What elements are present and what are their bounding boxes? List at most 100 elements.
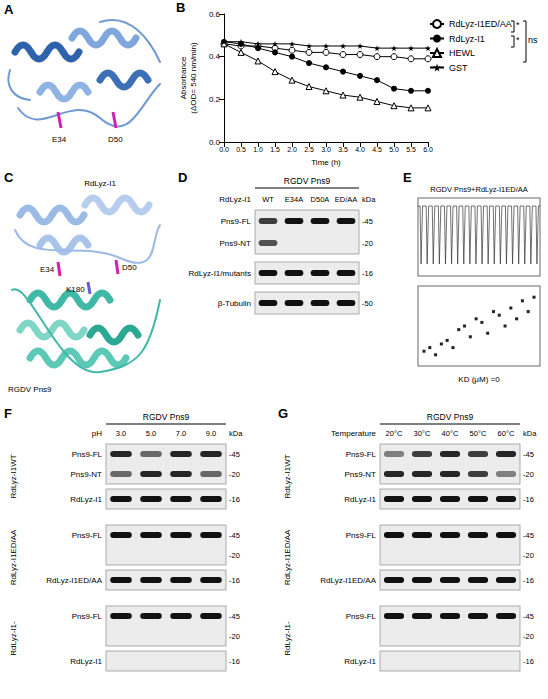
svg-text:-20: -20: [523, 632, 534, 641]
svg-text:RdLyz-I1ED/AA: RdLyz-I1ED/AA: [9, 529, 18, 585]
svg-text:RdLyz-I1/mutants: RdLyz-I1/mutants: [189, 269, 251, 278]
svg-text:β-Tubulin: β-Tubulin: [218, 299, 251, 308]
svg-text:-16: -16: [362, 269, 373, 278]
svg-text:RdLyz-I1: RdLyz-I1: [84, 179, 116, 188]
svg-text:2.0: 2.0: [287, 146, 297, 153]
svg-text:-20: -20: [523, 470, 534, 479]
svg-text:E34: E34: [40, 265, 55, 274]
svg-text:-20: -20: [523, 551, 534, 560]
svg-text:ED/AA: ED/AA: [335, 195, 358, 204]
svg-text:E: E: [403, 170, 412, 185]
svg-text:-16: -16: [229, 657, 240, 666]
svg-text:60°C: 60°C: [498, 429, 515, 438]
svg-text:RdLyz-I1ED/AA: RdLyz-I1ED/AA: [449, 19, 512, 29]
svg-text:D50A: D50A: [311, 195, 330, 204]
svg-text:(ΔOD= 540 nm/min): (ΔOD= 540 nm/min): [189, 42, 198, 114]
svg-text:WT: WT: [262, 195, 274, 204]
svg-text:50°C: 50°C: [470, 429, 487, 438]
svg-text:*: *: [516, 35, 520, 45]
svg-text:RGDV Pns9: RGDV Pns9: [427, 412, 474, 422]
svg-text:5.0: 5.0: [389, 146, 399, 153]
svg-text:RdLyz-I1ED/AA: RdLyz-I1ED/AA: [46, 576, 102, 585]
svg-text:3.5: 3.5: [338, 146, 348, 153]
svg-text:20°C: 20°C: [386, 429, 403, 438]
svg-text:4.5: 4.5: [372, 146, 382, 153]
svg-text:-16: -16: [229, 576, 240, 585]
svg-text:-20: -20: [229, 470, 240, 479]
svg-text:RGDV Pns9: RGDV Pns9: [143, 412, 190, 422]
svg-text:E34: E34: [52, 135, 67, 144]
svg-text:-45: -45: [523, 531, 534, 540]
svg-text:Pns9-NT: Pns9-NT: [70, 470, 102, 479]
svg-text:Pns9-FL: Pns9-FL: [72, 612, 103, 621]
svg-text:30°C: 30°C: [414, 429, 431, 438]
svg-text:B: B: [176, 0, 185, 15]
svg-text:F: F: [4, 406, 12, 421]
svg-text:1.0: 1.0: [253, 146, 263, 153]
svg-text:RdLyz-I1-: RdLyz-I1-: [283, 621, 292, 656]
svg-text:-20: -20: [229, 632, 240, 641]
svg-text:3.0: 3.0: [321, 146, 331, 153]
svg-text:*: *: [516, 20, 520, 30]
svg-text:0.6: 0.6: [209, 10, 221, 19]
svg-text:0.5: 0.5: [236, 146, 246, 153]
svg-text:RdLyz-I1: RdLyz-I1: [344, 495, 376, 504]
svg-text:Pns9-FL: Pns9-FL: [346, 531, 377, 540]
svg-text:GST: GST: [449, 63, 468, 73]
svg-text:G: G: [278, 406, 288, 421]
svg-text:40°C: 40°C: [442, 429, 459, 438]
svg-text:Pns9-FL: Pns9-FL: [72, 450, 103, 459]
svg-text:K180: K180: [66, 285, 85, 294]
svg-text:pH: pH: [92, 429, 102, 438]
svg-text:RdLyz-I1WT: RdLyz-I1WT: [283, 454, 292, 498]
svg-text:0.4: 0.4: [209, 52, 221, 61]
svg-text:-16: -16: [523, 657, 534, 666]
svg-text:RdLyz-I1: RdLyz-I1: [70, 657, 102, 666]
svg-text:RGDV Pns9: RGDV Pns9: [8, 385, 52, 394]
svg-text:kDa: kDa: [523, 429, 537, 438]
svg-text:RdLyz-I1-: RdLyz-I1-: [9, 621, 18, 656]
svg-text:5.0: 5.0: [146, 429, 156, 438]
svg-text:RdLyz-I1: RdLyz-I1: [449, 34, 485, 44]
svg-text:KD (μM) =0: KD (μM) =0: [458, 375, 500, 384]
svg-text:A: A: [4, 2, 14, 17]
svg-text:4.0: 4.0: [355, 146, 365, 153]
svg-text:D50: D50: [122, 263, 137, 272]
svg-text:Pns9-NT: Pns9-NT: [344, 470, 376, 479]
svg-text:Pns9-FL: Pns9-FL: [346, 450, 377, 459]
svg-text:-45: -45: [362, 217, 373, 226]
svg-text:Pns9-NT: Pns9-NT: [219, 239, 251, 248]
svg-text:Pns9-FL: Pns9-FL: [72, 531, 103, 540]
svg-text:3.0: 3.0: [116, 429, 126, 438]
svg-text:Pns9-FL: Pns9-FL: [221, 217, 252, 226]
svg-text:kDa: kDa: [229, 429, 243, 438]
svg-text:RdLyz-I1ED/AA: RdLyz-I1ED/AA: [283, 529, 292, 585]
svg-text:Pns9-FL: Pns9-FL: [346, 612, 377, 621]
svg-text:RdLyz-I1WT: RdLyz-I1WT: [9, 454, 18, 498]
svg-text:0.0: 0.0: [219, 146, 229, 153]
svg-text:7.0: 7.0: [176, 429, 186, 438]
svg-text:D: D: [178, 170, 187, 185]
svg-text:RdLyz-I1ED/AA: RdLyz-I1ED/AA: [320, 576, 376, 585]
svg-text:-20: -20: [362, 239, 373, 248]
svg-text:6.0: 6.0: [423, 146, 433, 153]
svg-text:Temperature: Temperature: [331, 429, 376, 438]
svg-text:2.5: 2.5: [304, 146, 314, 153]
svg-text:E34A: E34A: [285, 195, 303, 204]
svg-text:-45: -45: [229, 450, 240, 459]
svg-text:Absorbance: Absorbance: [179, 56, 188, 99]
svg-text:9.0: 9.0: [206, 429, 216, 438]
svg-text:-16: -16: [523, 495, 534, 504]
svg-text:-16: -16: [523, 576, 534, 585]
svg-text:RdLyz-I1: RdLyz-I1: [70, 495, 102, 504]
svg-text:kDa: kDa: [362, 195, 376, 204]
svg-text:RdLyz-I1: RdLyz-I1: [219, 195, 251, 204]
svg-text:-45: -45: [523, 612, 534, 621]
svg-text:Time (h): Time (h): [311, 158, 341, 167]
svg-text:0.2: 0.2: [209, 95, 221, 104]
svg-text:RdLyz-I1: RdLyz-I1: [344, 657, 376, 666]
svg-text:HEWL: HEWL: [449, 48, 475, 58]
svg-text:5.5: 5.5: [406, 146, 416, 153]
svg-text:-45: -45: [229, 531, 240, 540]
svg-text:-50: -50: [362, 299, 373, 308]
